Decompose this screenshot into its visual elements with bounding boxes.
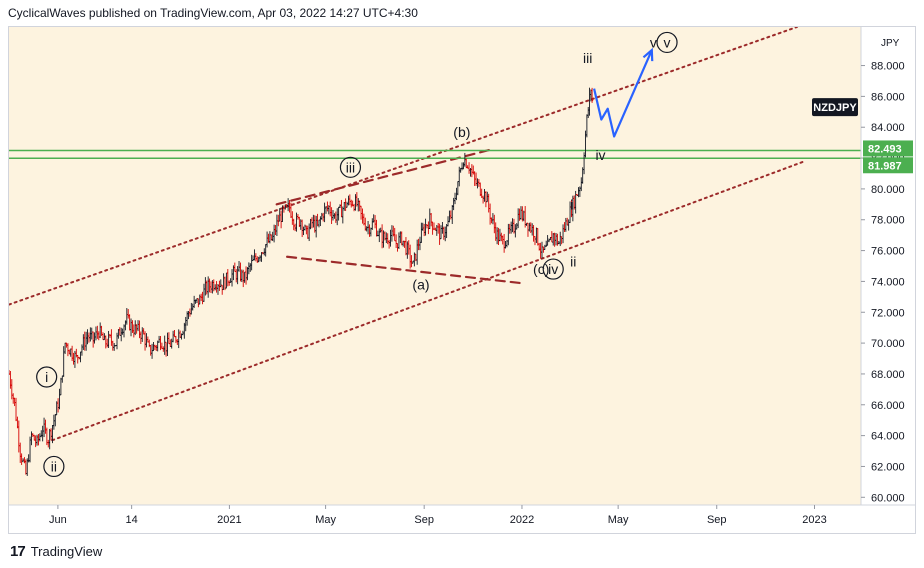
price-badges: NZDJPY 82.493 81.987 <box>812 98 913 174</box>
wave-label: (b) <box>453 124 470 140</box>
projection-line <box>593 49 653 138</box>
chart-frame: i ii iii (a) (b) (c) iv i ii iii iv v v Jun 14 2021 May… <box>7 26 916 534</box>
channel-line-0 <box>8 26 798 306</box>
x-tick-label: 2021 <box>217 514 241 526</box>
wave-label: i <box>36 366 58 388</box>
wave-label: v <box>650 34 657 50</box>
horizontal-levels <box>9 149 861 160</box>
wave-label-text: ii <box>51 458 57 474</box>
x-tick-label: Sep <box>414 514 434 526</box>
y-tick-label: 86.000 <box>871 91 905 103</box>
wave-label-circle <box>542 258 564 280</box>
symbol-badge-bg <box>812 98 858 117</box>
level-price-badge: 81.987 <box>863 157 913 174</box>
y-tick-label: 80.000 <box>871 184 905 196</box>
footer: 17 TradingView <box>10 542 102 560</box>
plot-background <box>9 27 861 505</box>
x-axis: Jun 14 2021 May Sep 2022 May Sep 2023 <box>9 504 915 526</box>
wave-label-text: iv <box>548 261 558 277</box>
wave-label-text: i <box>45 369 48 385</box>
channel-line-3 <box>286 255 521 285</box>
x-tick-label: 2023 <box>802 514 826 526</box>
y-tick-label: 76.000 <box>871 246 905 258</box>
wave-label: iv <box>542 258 564 280</box>
wave-label: (a) <box>412 277 429 293</box>
wave-label: iii <box>339 156 362 178</box>
candle <box>590 87 594 103</box>
wave-label: ii <box>570 253 576 269</box>
wave-label-text: (a) <box>412 277 429 293</box>
tradingview-brand[interactable]: TradingView <box>30 543 103 559</box>
wave-label-text: v <box>650 34 657 50</box>
y-tick-label: 84.000 <box>871 122 905 134</box>
wave-label: iii <box>583 50 592 66</box>
x-tick-label: Sep <box>707 514 727 526</box>
y-tick-label: 74.000 <box>871 276 905 288</box>
wave-label-text: (c) <box>533 261 549 277</box>
y-tick-label: 88.000 <box>871 61 905 73</box>
level-price-badge-bg <box>863 140 913 157</box>
x-tick-label: May <box>315 514 336 526</box>
level-price-badge-bg <box>863 157 913 174</box>
x-tick-label: May <box>608 514 629 526</box>
symbol-badge: NZDJPY <box>812 98 858 117</box>
wave-label-text: i <box>570 196 573 212</box>
x-tick-label: 2022 <box>510 514 534 526</box>
y-tick-label: 72.000 <box>871 307 905 319</box>
y-tick-label: 62.000 <box>871 461 905 473</box>
publisher-line: CyclicalWaves published on TradingView.c… <box>8 6 418 20</box>
projection-arrowhead <box>642 47 654 62</box>
y-tick-label: 68.000 <box>871 369 905 381</box>
y-tick-label: 70.000 <box>871 338 905 350</box>
y-tick-label: 78.000 <box>871 215 905 227</box>
projection-path <box>593 47 654 138</box>
wave-label-circle <box>43 455 65 478</box>
wave-label-text: iv <box>595 147 605 163</box>
wave-label-circle <box>36 366 58 388</box>
currency-label: JPY <box>881 38 900 49</box>
wave-label: ii <box>43 455 65 478</box>
wave-label: (c) <box>533 261 549 277</box>
wave-label-text: (b) <box>453 124 470 140</box>
y-tick-label: 60.000 <box>871 492 905 504</box>
wave-label: v <box>656 31 678 54</box>
x-tick-label: 14 <box>126 514 138 526</box>
y-tick-label: 66.000 <box>871 400 905 412</box>
level-price-badge: 82.493 <box>863 140 913 157</box>
wave-label-text: v <box>664 34 671 50</box>
wave-label-text: iii <box>583 50 592 66</box>
symbol-badge-text: NZDJPY <box>813 102 857 114</box>
wave-label-circle <box>339 156 362 178</box>
wave-label-circle <box>656 31 678 54</box>
x-tick-label: Jun <box>49 514 67 526</box>
channel-line-1 <box>51 160 806 442</box>
wave-label: i <box>570 196 573 212</box>
level-price-badge-text: 81.987 <box>868 160 902 172</box>
wave-label-text: ii <box>570 253 576 269</box>
level-price-badge-text: 82.493 <box>868 143 902 155</box>
wave-label: iv <box>595 147 605 163</box>
y-tick-label: 64.000 <box>871 431 905 443</box>
y-axis: 60.000 62.000 64.000 66.000 68.000 70.000 72.0… <box>860 27 905 505</box>
tradingview-logo-icon: 17 <box>10 542 26 560</box>
wave-label-text: iii <box>346 159 355 175</box>
candles <box>7 87 594 476</box>
